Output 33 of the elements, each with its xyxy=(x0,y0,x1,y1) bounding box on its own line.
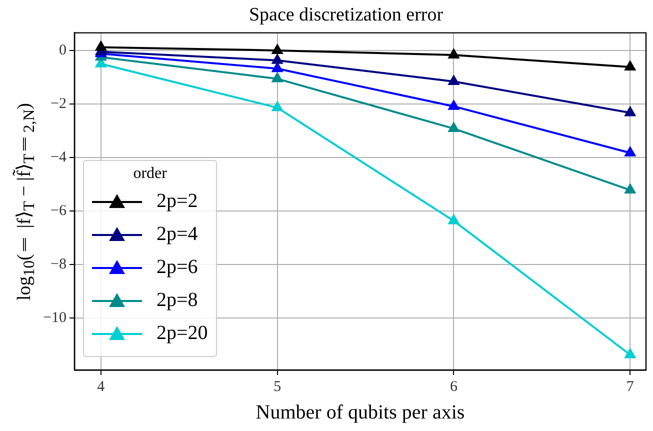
point xyxy=(624,146,636,156)
chart-title: Space discretization error xyxy=(248,4,444,26)
y-tick-label: −4 xyxy=(50,149,67,166)
legend-label: 2p=6 xyxy=(156,256,198,279)
y-tick-label: −8 xyxy=(50,256,66,272)
x-tick-label: 4 xyxy=(97,378,106,395)
y-tick-label: −2 xyxy=(50,96,66,112)
legend-label: 2p=20 xyxy=(156,322,208,345)
x-tick-label: 7 xyxy=(626,378,634,395)
x-tick-label: 5 xyxy=(274,378,282,395)
point xyxy=(448,48,460,58)
point xyxy=(624,183,636,194)
x-axis-title: Number of qubits per axis xyxy=(256,401,465,424)
point xyxy=(624,348,636,358)
point xyxy=(271,72,284,82)
legend-label: 2p=2 xyxy=(156,190,198,213)
legend-title: order xyxy=(132,165,168,183)
point xyxy=(271,43,284,54)
point xyxy=(271,53,284,64)
point xyxy=(94,40,107,51)
point xyxy=(448,122,460,132)
legend-label: 2p=4 xyxy=(156,223,198,246)
point xyxy=(448,74,460,85)
point xyxy=(271,100,284,112)
y-tick-label: −10 xyxy=(42,310,66,326)
point xyxy=(624,106,636,116)
y-tick-label: 0 xyxy=(58,42,66,58)
point xyxy=(624,60,636,71)
point xyxy=(448,99,460,110)
legend-label: 2p=8 xyxy=(156,289,198,312)
y-tick-label: −6 xyxy=(50,202,67,219)
x-tick-label: 6 xyxy=(450,378,458,395)
point xyxy=(448,214,460,224)
